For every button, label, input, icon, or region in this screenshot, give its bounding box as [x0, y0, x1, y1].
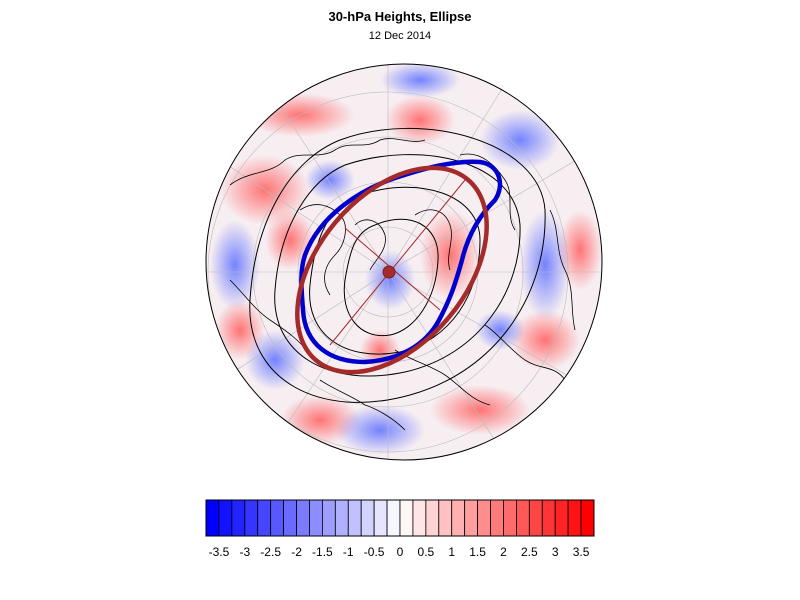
colorbar-tick-label: 1.5 — [469, 545, 486, 559]
colorbar-tick-label: 2 — [500, 545, 507, 559]
colorbar-bin — [451, 499, 466, 537]
colorbar-tick-label: -3 — [239, 545, 251, 559]
fitted-ellipse — [295, 165, 489, 375]
colorbar-tick-label: 0.5 — [417, 545, 435, 559]
colorbar-tick-label: -2 — [291, 545, 302, 559]
colorbar-bin — [231, 499, 246, 537]
colorbar-tick-label: -1.5 — [312, 545, 333, 559]
colorbar-tick-label: -0.5 — [363, 545, 385, 559]
coastlines — [229, 138, 576, 431]
colorbar-tick-label: -2.5 — [260, 545, 281, 559]
colorbar-bin — [477, 499, 491, 537]
colorbar-bin — [321, 499, 336, 537]
colorbar-bin — [490, 499, 504, 537]
colorbar-bin — [580, 499, 595, 537]
colorbar-tick-label: 0 — [396, 545, 404, 559]
colorbar-bin — [554, 499, 569, 537]
colorbar-bin — [257, 499, 272, 537]
colorbar-bin — [503, 499, 517, 537]
graticule — [206, 64, 602, 460]
colorbar-tick-label: -1 — [342, 545, 354, 559]
colorbar-bin — [309, 499, 323, 537]
colorbar-tick-label: 3.5 — [572, 545, 590, 559]
map-date: 12 Dec 2014 — [368, 30, 432, 42]
colorbar-bin — [541, 499, 556, 537]
colorbar-bin — [244, 499, 259, 537]
map-title: 30-hPa Heights, Ellipse — [328, 9, 472, 24]
map-boundary — [205, 63, 603, 461]
colorbar-bin — [438, 499, 453, 537]
colorbar-bin — [412, 499, 427, 537]
colorbar-bin — [360, 499, 375, 537]
colorbar-bin — [516, 499, 530, 537]
colorbar-tick-label: 1 — [448, 545, 456, 559]
colorbar-bin — [399, 499, 414, 537]
colorbar-frame — [205, 499, 595, 537]
colorbar-bin — [347, 499, 362, 537]
colorbar-bin — [425, 499, 440, 537]
colorbar-bin — [567, 499, 582, 537]
colorbar-bin — [373, 499, 388, 537]
colorbar-bin — [270, 499, 284, 537]
colorbar-bin — [464, 499, 478, 537]
colorbar-tick-label: -3.5 — [208, 545, 230, 559]
colorbar-bin — [218, 499, 233, 537]
colorbar-bin — [205, 499, 220, 537]
colorbar-bin — [334, 499, 349, 537]
colorbar-tick-label: 2.5 — [520, 545, 538, 559]
colorbar-bin — [528, 499, 543, 537]
colorbar-bin — [283, 499, 297, 537]
colorbar-tick-label: 3 — [551, 545, 559, 559]
colorbar-bin — [386, 499, 401, 537]
colorbar-bin — [296, 499, 310, 537]
